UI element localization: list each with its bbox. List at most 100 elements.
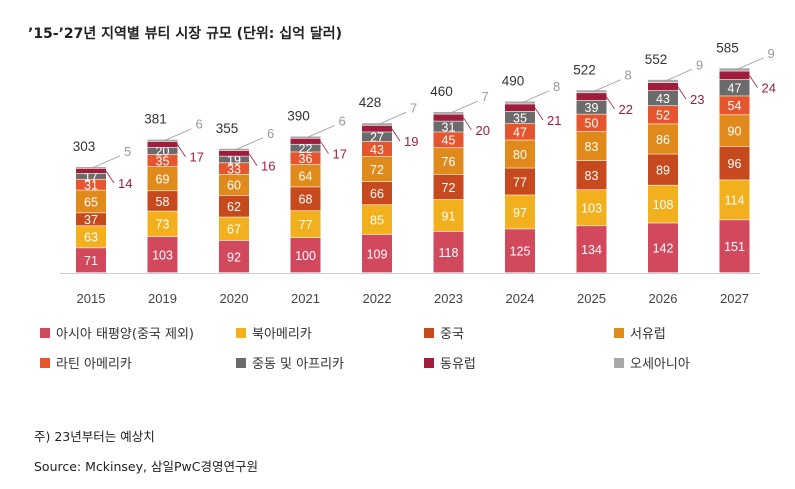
legend-item-north-america: 북아메리카 [236,323,312,342]
bar-segment [576,114,607,132]
bar-segment [362,156,392,182]
data-label: 86 [656,133,670,147]
legend-swatch [614,357,624,368]
bar-segment [719,96,750,115]
data-label-eastern-europe: 16 [261,159,275,174]
bar-segment [719,220,750,273]
legend-swatch [40,357,50,368]
bar-segment [648,223,678,273]
bar-segment [147,141,178,148]
leader-line [735,57,764,71]
x-tick-label: 2025 [577,291,606,306]
bar-segment [290,187,321,211]
bar-segment [219,195,249,217]
bar-segment [219,156,249,163]
bar-segment [362,182,392,205]
data-label: 103 [581,202,602,216]
bar-segment [76,166,106,169]
data-label: 43 [370,143,384,157]
data-label: 114 [725,194,745,208]
data-label: 20 [156,145,170,159]
data-label: 125 [510,245,531,259]
legend-item-china: 중국 [424,323,464,342]
leader-line [664,69,693,82]
data-label: 134 [581,243,602,257]
bar-segment [76,248,106,273]
data-label-eastern-europe: 17 [190,150,204,165]
bar-segment [76,173,106,179]
data-label: 39 [585,101,599,115]
x-tick-label: 2027 [720,291,749,306]
total-label: 355 [216,121,239,136]
bar-segment [147,139,178,142]
leader-line [92,155,121,169]
data-label: 58 [156,195,170,209]
bar-segment [505,104,535,112]
bar-segment [147,211,178,237]
bar-segment [362,141,392,157]
bar-segment [719,180,750,220]
bar-segment [362,205,392,235]
leader-line [235,137,264,151]
bar-segment [576,90,607,93]
bar-segment [648,124,678,154]
bar-segment [433,114,464,121]
bar-segment [719,71,750,80]
legend-item-oceania: 오세아니아 [614,353,690,372]
bar-segment [433,112,464,114]
data-label: 63 [84,231,98,245]
bar-segment [147,147,178,155]
data-label: 80 [513,148,527,162]
leader-line [378,112,407,125]
total-label: 585 [716,40,739,55]
data-label: 66 [370,187,384,201]
data-label-eastern-europe: 23 [690,92,704,107]
bar-segment [505,140,535,168]
bar-segment [719,115,750,147]
data-label: 103 [152,248,173,262]
data-label: 65 [84,195,98,209]
leader-line [320,141,329,154]
data-label: 118 [439,246,459,260]
leader-line [391,128,401,142]
data-label: 64 [299,170,313,184]
data-label: 17 [84,170,98,184]
data-label: 109 [367,247,388,261]
data-label-oceania: 5 [124,144,131,159]
x-tick-label: 2015 [77,291,106,306]
data-label: 100 [295,249,316,263]
bar-segment [219,174,249,196]
data-label: 54 [728,99,742,113]
leader-line [749,75,758,88]
data-label: 89 [656,163,670,177]
bar-segment [219,240,249,273]
data-label-eastern-europe: 21 [547,113,561,128]
data-label: 72 [370,163,384,177]
bar-segment [576,161,607,190]
bar-segment [219,148,249,151]
data-label-eastern-europe: 17 [333,147,347,162]
bar-segment [719,79,750,96]
bar-segment [76,190,106,213]
data-label: 22 [299,142,313,156]
data-label: 76 [442,155,456,169]
leader-line [606,96,615,110]
bar-segment [719,146,750,180]
total-label: 428 [359,95,382,110]
leader-line [163,128,192,142]
total-label: 522 [573,62,596,77]
data-label-oceania: 7 [410,100,417,115]
bar-segment [290,144,321,152]
bar-segment [290,211,321,238]
bar-segment [648,154,678,185]
legend-label: 오세아니아 [630,357,690,372]
bar-segment [147,236,178,273]
data-label: 68 [299,193,313,207]
data-label-oceania: 6 [267,126,274,141]
bar-segment [76,226,106,248]
bar-segment [433,121,464,132]
total-label: 490 [502,74,525,89]
legend-swatch [236,327,246,338]
legend-swatch [424,327,434,338]
bar-segment [219,163,249,175]
